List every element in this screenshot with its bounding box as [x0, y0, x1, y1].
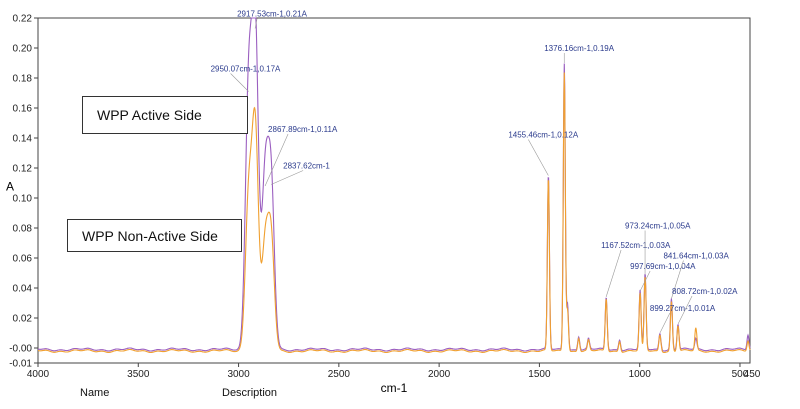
y-tick-label: 0.22 [13, 14, 33, 25]
annotation-leader [271, 170, 304, 185]
x-tick-label: 4000 [27, 369, 50, 380]
y-tick-label: 0.18 [13, 74, 33, 85]
annotation-leader [264, 133, 289, 187]
peak-annotation-label: 973.24cm-1,0.05A [625, 222, 691, 231]
x-tick-label: 2000 [428, 369, 451, 380]
annotation-leader [528, 139, 549, 176]
peak-annotation-label: 1376.16cm-1,0.19A [544, 44, 614, 53]
annotation-leader [677, 295, 693, 325]
legend-active-side: WPP Active Side [82, 96, 248, 134]
x-tick-label: 2500 [328, 369, 351, 380]
x-tick-label: 500 [732, 369, 749, 380]
x-end-tick-label: 450 [744, 369, 761, 380]
y-tick-label: 0.06 [13, 254, 33, 265]
plot-frame [37, 17, 751, 364]
annotation-leader [254, 18, 258, 29]
peak-annotation-label: 997.69cm-1,0.04A [630, 262, 696, 271]
spectrum-series-line-1 [38, 17, 751, 352]
name-column-header: Name [80, 387, 110, 399]
x-tick-label: 3500 [127, 369, 150, 380]
peak-annotation-label: 2917.53cm-1,0.21A [237, 10, 307, 19]
axes: -0.01 -0.00 0.02 0.04 0.06 0.08 0.10 0.12 0.14 0.… [6, 14, 761, 396]
y-tick-label: 0.10 [13, 194, 33, 205]
x-tick-label: 1000 [629, 369, 652, 380]
y-tick-label: 0.08 [13, 224, 33, 235]
series-lines [38, 17, 751, 354]
peak-annotation-label: 2950.07cm-1,0.17A [211, 65, 281, 74]
legend-active-side-label: WPP Active Side [97, 107, 202, 123]
peak-annotation-label: 808.72cm-1,0.02A [672, 287, 738, 296]
y-tick-label: 0.04 [13, 284, 33, 295]
x-tick-label: 3000 [227, 369, 250, 380]
y-tick-label: 0.20 [13, 44, 33, 55]
x-axis-title: cm-1 [381, 381, 408, 395]
annotation-leader [671, 260, 684, 299]
peak-annotation-label: 2837.62cm-1 [283, 162, 330, 171]
annotation-leader [659, 312, 671, 334]
annotation-leader [639, 270, 651, 292]
y-tick-label: -0.00 [9, 344, 32, 355]
peak-annotations: 2917.53cm-1,0.21A 2950.07cm-1,0.17A 2867.8… [211, 10, 738, 334]
x-tick-label: 1500 [528, 369, 551, 380]
y-tick-label: 0.12 [13, 164, 33, 175]
y-axis-title: A [6, 180, 14, 194]
legend-non-active-side-label: WPP Non-Active Side [82, 227, 218, 244]
peak-annotation-label: 2867.89cm-1,0.11A [268, 125, 338, 134]
legend-non-active-side: WPP Non-Active Side [67, 219, 242, 252]
peak-annotation-label: 1455.46cm-1,0.12A [508, 131, 578, 140]
y-tick-label: -0.01 [9, 359, 32, 370]
peak-annotation-label: 899.27cm-1,0.01A [650, 304, 716, 313]
spectrum-series-line-2 [38, 72, 751, 354]
y-tick-label: 0.16 [13, 104, 33, 115]
y-tick-label: 0.14 [13, 134, 33, 145]
y-tick-label: 0.02 [13, 314, 33, 325]
peak-annotation-label: 1167.52cm-1,0.03A [601, 241, 671, 250]
peak-annotation-label: 841.64cm-1,0.03A [663, 252, 729, 261]
annotation-leader [605, 249, 622, 298]
annotation-leader [230, 73, 249, 92]
description-column-header: Description [222, 387, 278, 399]
